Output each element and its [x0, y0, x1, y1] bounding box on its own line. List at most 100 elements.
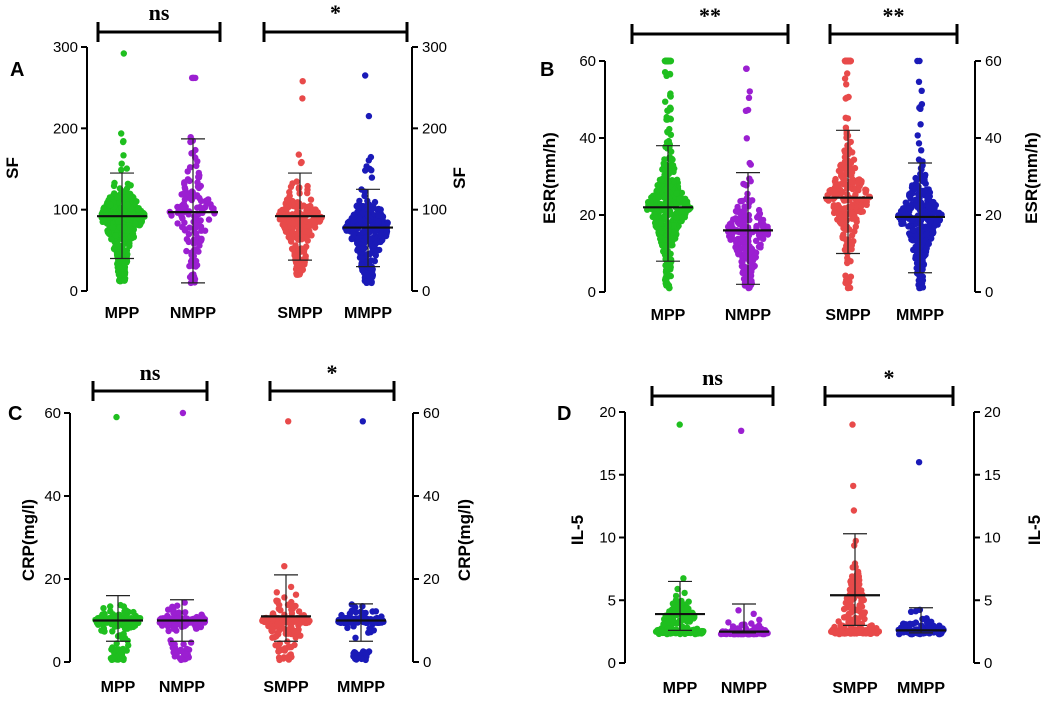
- data-point: [663, 282, 670, 289]
- y-tick-label-right: 200: [422, 120, 447, 137]
- data-point: [186, 224, 193, 231]
- data-point: [281, 563, 288, 570]
- data-point: [854, 606, 861, 613]
- x-tick-label-mpp: MPP: [651, 307, 686, 324]
- data-point: [678, 605, 685, 613]
- data-point: [665, 57, 673, 65]
- data-point: [107, 608, 114, 615]
- significance-label-right: *: [884, 365, 895, 390]
- data-point: [841, 75, 849, 82]
- data-point: [755, 232, 763, 239]
- data-point: [175, 609, 183, 616]
- data-point: [669, 617, 677, 624]
- data-point: [669, 600, 677, 607]
- data-point: [174, 602, 181, 609]
- data-point: [746, 159, 753, 167]
- y-tick-label-right: 0: [422, 283, 430, 300]
- data-point: [100, 206, 108, 213]
- data-point: [919, 284, 927, 291]
- data-point: [377, 206, 384, 213]
- data-point: [365, 112, 373, 120]
- data-point: [837, 621, 844, 629]
- data-point: [922, 251, 929, 258]
- data-point: [913, 248, 921, 256]
- data-point: [185, 646, 193, 653]
- data-point: [287, 583, 295, 591]
- y-tick-label-left: 10: [599, 530, 616, 547]
- data-point: [174, 220, 181, 227]
- data-point: [179, 215, 186, 222]
- data-point: [377, 230, 385, 238]
- data-point: [179, 409, 187, 417]
- data-point: [123, 247, 131, 254]
- x-tick-label-nmpp: NMPP: [721, 680, 768, 697]
- data-point: [903, 200, 910, 207]
- y-tick-label-left: 20: [44, 571, 61, 588]
- data-point: [739, 269, 746, 277]
- data-point: [836, 205, 843, 212]
- data-point: [916, 278, 923, 285]
- data-point: [298, 245, 305, 252]
- data-point: [839, 174, 846, 182]
- significance-label-left: ns: [140, 360, 161, 385]
- data-point: [915, 183, 922, 190]
- data-point: [680, 575, 687, 582]
- data-point: [852, 191, 859, 198]
- data-point: [913, 220, 920, 227]
- x-tick-label-smpp: SMPP: [825, 307, 871, 324]
- data-point: [908, 236, 915, 243]
- data-point: [183, 247, 190, 255]
- data-point: [190, 74, 197, 82]
- data-point: [846, 226, 853, 233]
- data-point: [192, 154, 199, 161]
- data-point: [669, 162, 677, 169]
- data-point: [362, 234, 369, 241]
- data-point: [288, 601, 295, 609]
- data-point: [187, 138, 194, 146]
- x-tick-label-nmpp: NMPP: [725, 307, 772, 324]
- data-point: [869, 628, 876, 635]
- data-point: [755, 206, 763, 214]
- data-point: [299, 95, 306, 102]
- y-tick-label-right: 40: [423, 488, 440, 505]
- data-point: [303, 243, 310, 250]
- data-point: [919, 162, 926, 169]
- data-point: [658, 628, 666, 635]
- data-point: [858, 202, 865, 209]
- y-tick-label-right: 40: [985, 130, 1002, 147]
- data-point: [201, 227, 209, 234]
- significance-label-right: **: [883, 3, 905, 28]
- data-point: [662, 98, 669, 105]
- data-point: [662, 208, 669, 215]
- y-tick-label-left: 15: [599, 467, 616, 484]
- data-point: [923, 244, 930, 252]
- data-point: [841, 57, 849, 65]
- data-point: [299, 78, 306, 85]
- data-point: [830, 629, 837, 636]
- data-point: [179, 190, 187, 198]
- data-point: [855, 187, 862, 194]
- data-point: [210, 205, 217, 212]
- y-axis-title-right: ESR(mm/h): [1022, 132, 1041, 224]
- data-point: [115, 218, 122, 225]
- data-point: [301, 234, 309, 242]
- data-point: [904, 205, 911, 212]
- y-axis-title-left: SF: [3, 157, 22, 179]
- y-tick-label-right: 60: [985, 53, 1002, 70]
- data-point: [305, 209, 312, 217]
- data-point: [384, 220, 391, 227]
- y-tick-label-left: 0: [588, 284, 596, 301]
- data-point: [280, 654, 288, 661]
- data-point: [918, 147, 925, 154]
- data-point: [114, 194, 121, 201]
- y-axis-title-left: IL-5: [568, 515, 587, 545]
- data-point: [849, 603, 856, 610]
- data-point: [180, 205, 187, 213]
- data-point: [901, 623, 908, 630]
- data-point: [843, 81, 850, 88]
- data-point: [364, 197, 371, 205]
- data-point: [185, 238, 192, 246]
- y-tick-label-right: 300: [422, 39, 447, 56]
- data-point: [283, 196, 291, 203]
- data-point: [844, 257, 851, 264]
